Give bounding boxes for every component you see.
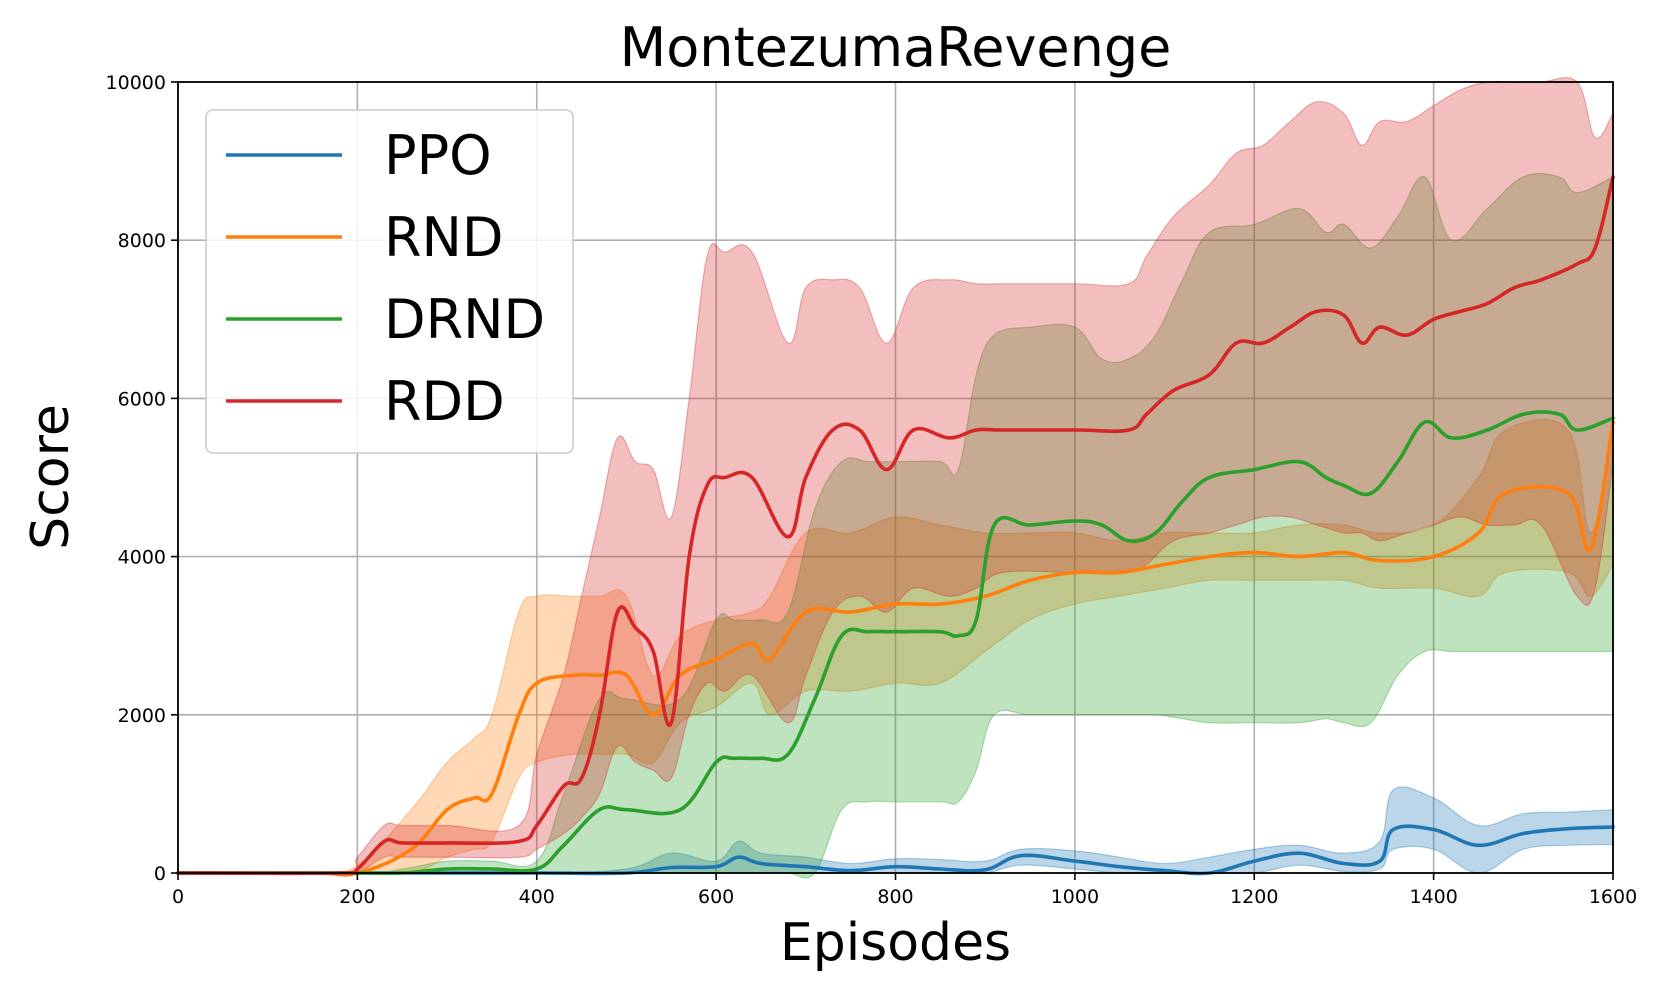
legend-label-rdd: RDD <box>384 370 505 433</box>
y-tick-label: 0 <box>154 863 166 885</box>
legend: PPO RND DRND RDD <box>205 109 574 454</box>
x-tick-label: 800 <box>877 886 913 908</box>
x-tick-label: 1200 <box>1230 886 1278 908</box>
x-tick-label: 1600 <box>1589 886 1637 908</box>
line-drnd <box>176 410 1615 876</box>
x-tick-label: 1000 <box>1051 886 1099 908</box>
chart-title: MontezumaRevenge <box>620 16 1172 79</box>
legend-label-ppo: PPO <box>384 124 492 187</box>
x-tick-label: 400 <box>519 886 555 908</box>
x-tick-label: 200 <box>339 886 375 908</box>
x-tick-label: 0 <box>172 886 184 908</box>
y-tick-label: 6000 <box>118 388 166 410</box>
x-tick-label: 600 <box>698 886 734 908</box>
y-tick-label: 10000 <box>106 72 166 94</box>
y-axis-title: Score <box>21 404 81 550</box>
band-rdd <box>177 77 1614 875</box>
confidence-bands <box>177 77 1614 879</box>
legend-frame <box>205 109 574 454</box>
legend-label-rnd: RND <box>384 206 504 269</box>
y-tick-label: 4000 <box>118 547 166 569</box>
y-tick-label: 8000 <box>118 230 166 252</box>
line-rdd <box>176 175 1615 876</box>
x-axis-title: Episodes <box>780 913 1011 973</box>
legend-label-drnd: DRND <box>384 288 545 351</box>
x-axis: 0 200 400 600 800 1000 1200 1400 1600 <box>172 873 1637 908</box>
y-tick-label: 2000 <box>118 705 166 727</box>
line-rnd <box>176 420 1615 877</box>
y-axis: 0 2000 4000 6000 8000 10000 <box>106 72 178 885</box>
band-drnd <box>177 173 1614 879</box>
x-tick-label: 1400 <box>1409 886 1457 908</box>
